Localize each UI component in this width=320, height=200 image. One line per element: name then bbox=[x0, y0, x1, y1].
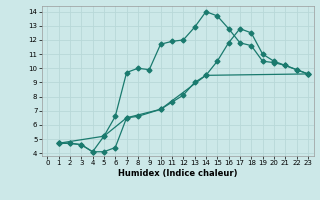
X-axis label: Humidex (Indice chaleur): Humidex (Indice chaleur) bbox=[118, 169, 237, 178]
